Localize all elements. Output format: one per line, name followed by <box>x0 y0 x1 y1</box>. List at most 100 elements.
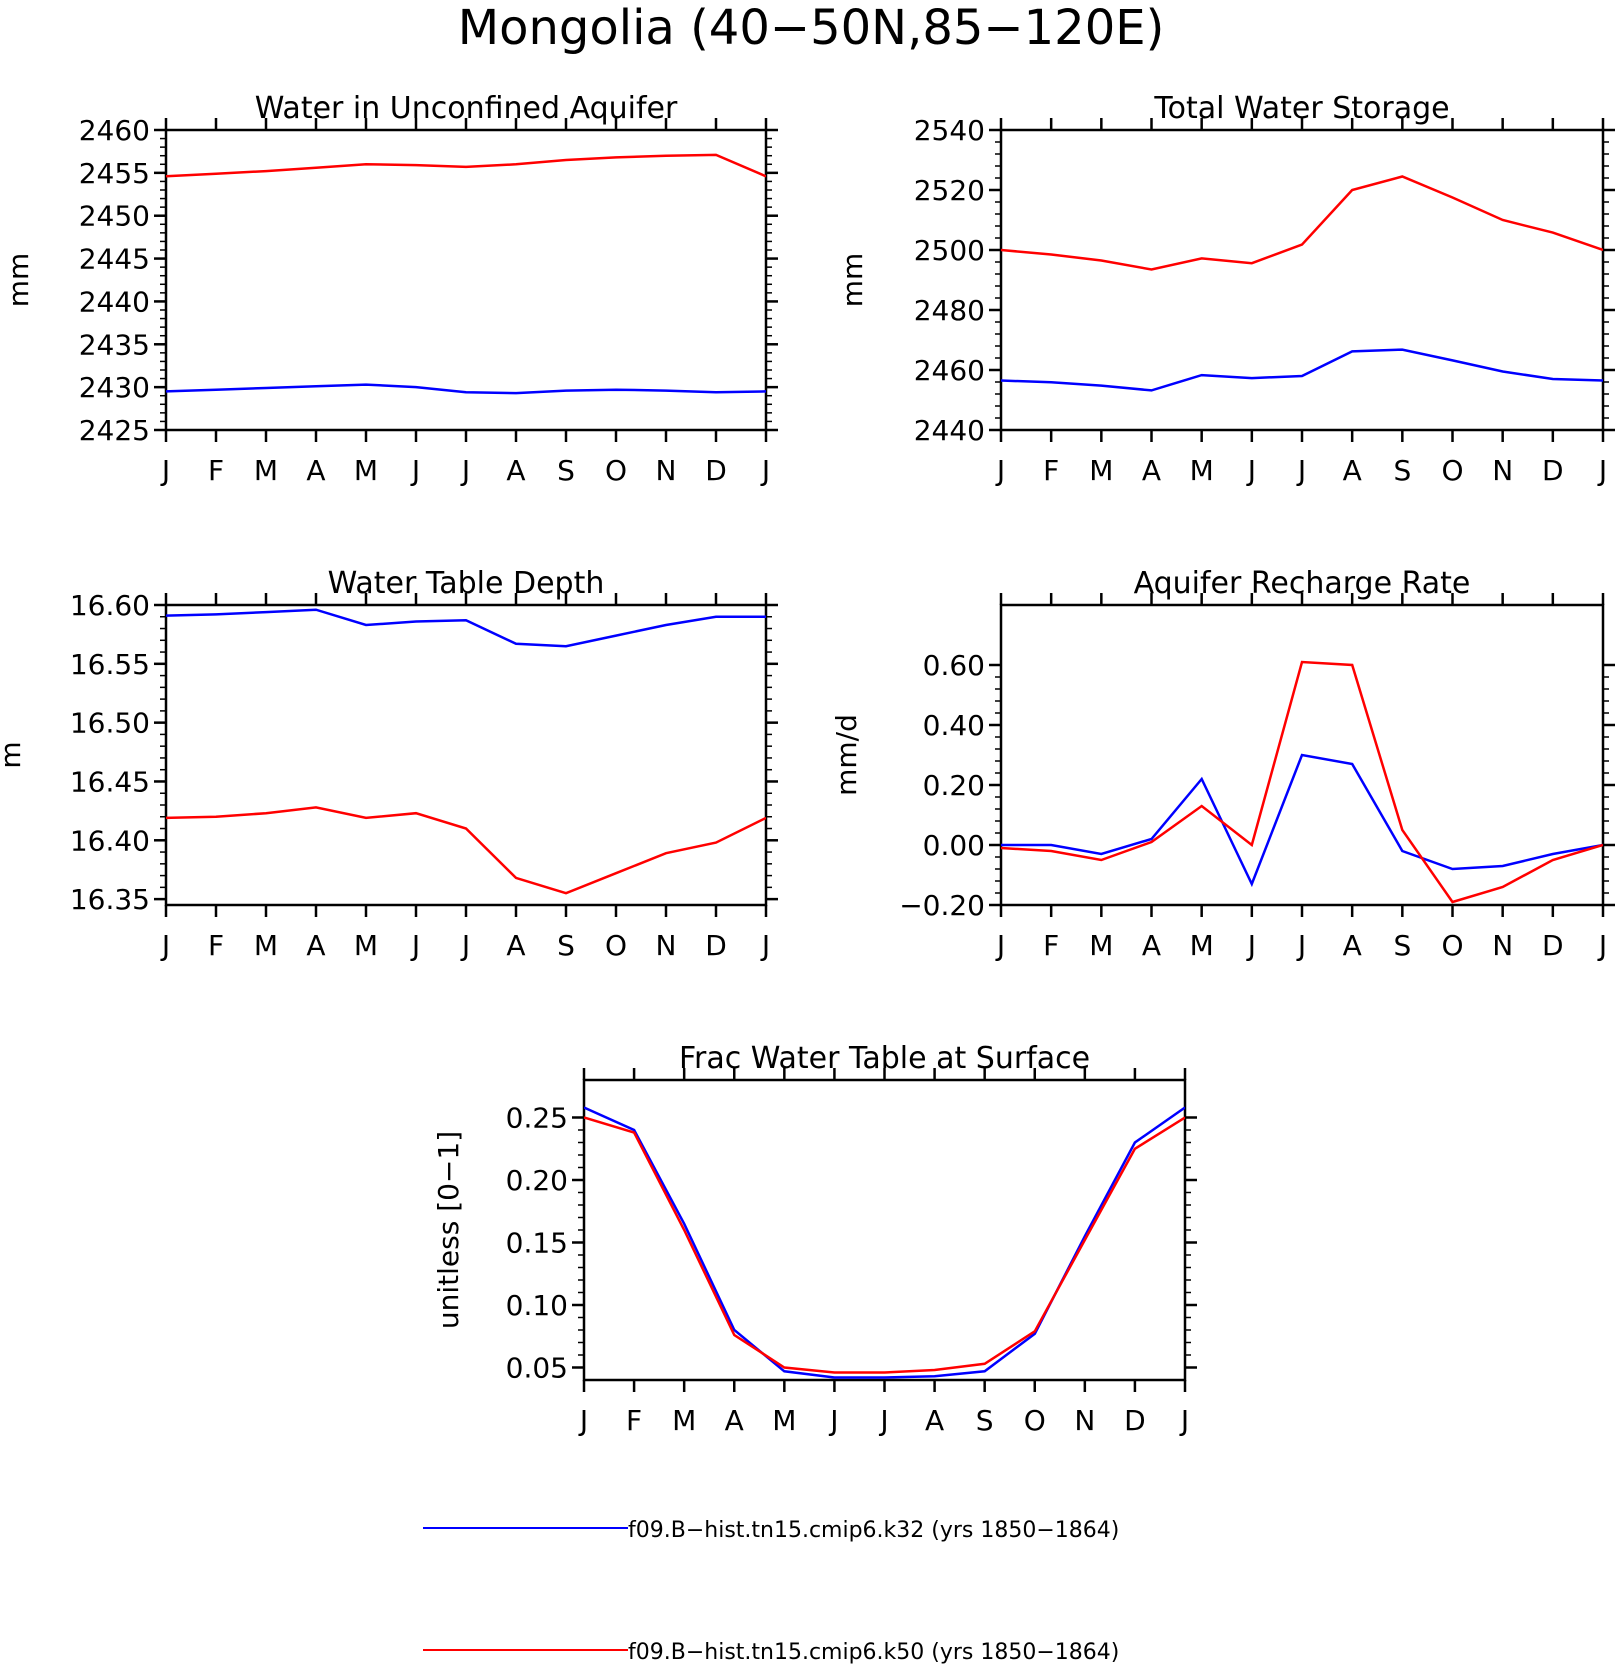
x-tick-label: J <box>160 454 170 487</box>
x-tick-label: F <box>208 929 224 962</box>
x-tick-label: S <box>1393 454 1411 487</box>
x-tick-label: J <box>410 929 420 962</box>
y-tick-label: 16.60 <box>70 589 150 622</box>
y-axis-label: m <box>0 741 27 768</box>
legend-item: f09.B−hist.tn15.cmip6.k32 (yrs 1850−1864… <box>423 1518 1119 1543</box>
x-tick-label: J <box>878 1404 888 1437</box>
x-tick-label: J <box>460 929 470 962</box>
x-tick-label: D <box>705 454 727 487</box>
x-tick-label: A <box>306 929 325 962</box>
x-tick-label: J <box>460 454 470 487</box>
y-tick-label: 0.05 <box>506 1352 568 1385</box>
x-tick-label: A <box>925 1404 944 1437</box>
x-tick-label: D <box>705 929 727 962</box>
series-line-1 <box>166 383 766 395</box>
x-tick-label: M <box>354 929 378 962</box>
y-tick-label: 0.25 <box>506 1102 568 1135</box>
x-tick-label: F <box>208 454 224 487</box>
x-tick-label: M <box>772 1404 796 1437</box>
series-line-1 <box>1001 348 1603 392</box>
y-tick-label: −0.20 <box>899 889 985 922</box>
y-tick-label: 0.15 <box>506 1227 568 1260</box>
x-tick-label: J <box>1246 454 1256 487</box>
x-tick-label: S <box>1393 929 1411 962</box>
legend-item: f09.B−hist.tn15.cmip6.k50 (yrs 1850−1864… <box>423 1640 1119 1665</box>
x-tick-label: O <box>1441 454 1463 487</box>
x-tick-label: J <box>828 1404 838 1437</box>
series-line-1 <box>1001 753 1603 888</box>
y-tick-label: 16.35 <box>70 883 150 916</box>
y-tick-label: 2520 <box>914 174 985 207</box>
x-tick-label: O <box>1441 929 1463 962</box>
x-tick-label: J <box>995 454 1005 487</box>
x-tick-label: F <box>626 1404 642 1437</box>
x-tick-label: A <box>506 929 525 962</box>
series-line-2 <box>584 1116 1185 1374</box>
y-axis-label: unitless [0−1] <box>432 1131 465 1329</box>
y-tick-label: 0.40 <box>923 709 985 742</box>
y-tick-label: 2425 <box>79 414 150 447</box>
y-tick-label: 16.45 <box>70 765 150 798</box>
x-tick-label: N <box>656 929 677 962</box>
y-tick-label: 16.55 <box>70 648 150 681</box>
x-tick-label: A <box>1142 454 1161 487</box>
x-tick-label: J <box>160 929 170 962</box>
x-tick-label: J <box>995 929 1005 962</box>
y-axis-label: mm <box>836 253 869 308</box>
y-tick-label: 16.40 <box>70 824 150 857</box>
x-tick-label: N <box>1492 929 1513 962</box>
y-tick-label: 2460 <box>79 114 150 147</box>
series-line-2 <box>1001 660 1603 904</box>
x-tick-label: J <box>410 454 420 487</box>
y-tick-label: 0.20 <box>506 1164 568 1197</box>
y-axis-label: mm/d <box>830 714 863 796</box>
series-line-2 <box>1001 175 1603 271</box>
x-tick-label: J <box>1179 1404 1189 1437</box>
y-tick-label: 2480 <box>914 294 985 327</box>
x-tick-label: D <box>1542 454 1564 487</box>
x-tick-label: F <box>1043 929 1059 962</box>
y-tick-label: 2440 <box>79 285 150 318</box>
x-tick-label: F <box>1043 454 1059 487</box>
x-tick-label: J <box>760 454 770 487</box>
x-tick-label: S <box>557 454 575 487</box>
x-tick-label: A <box>1343 454 1362 487</box>
x-tick-label: J <box>1296 929 1306 962</box>
x-tick-label: M <box>1089 929 1113 962</box>
x-tick-label: A <box>306 454 325 487</box>
x-tick-label: J <box>578 1404 588 1437</box>
x-tick-label: M <box>672 1404 696 1437</box>
y-tick-label: 0.20 <box>923 769 985 802</box>
y-tick-label: 2460 <box>914 354 985 387</box>
x-tick-label: J <box>760 929 770 962</box>
x-tick-label: J <box>1597 454 1607 487</box>
y-tick-label: 2540 <box>914 114 985 147</box>
x-tick-label: S <box>557 929 575 962</box>
y-tick-label: 2435 <box>79 328 150 361</box>
x-tick-label: M <box>354 454 378 487</box>
x-tick-label: M <box>254 929 278 962</box>
x-tick-label: J <box>1296 454 1306 487</box>
y-tick-label: 2500 <box>914 234 985 267</box>
x-tick-label: J <box>1597 929 1607 962</box>
x-tick-label: M <box>1190 929 1214 962</box>
y-tick-label: 2440 <box>914 414 985 447</box>
x-tick-label: S <box>976 1404 994 1437</box>
y-tick-label: 2445 <box>79 243 150 276</box>
y-tick-label: 0.60 <box>923 649 985 682</box>
series-line-2 <box>166 806 766 895</box>
x-tick-label: O <box>605 929 627 962</box>
x-tick-label: M <box>1089 454 1113 487</box>
x-tick-label: O <box>605 454 627 487</box>
y-tick-label: 2430 <box>79 371 150 404</box>
x-tick-label: N <box>1492 454 1513 487</box>
figure-title: Mongolia (40−50N,85−120E) <box>458 0 1165 56</box>
y-tick-label: 0.10 <box>506 1289 568 1322</box>
